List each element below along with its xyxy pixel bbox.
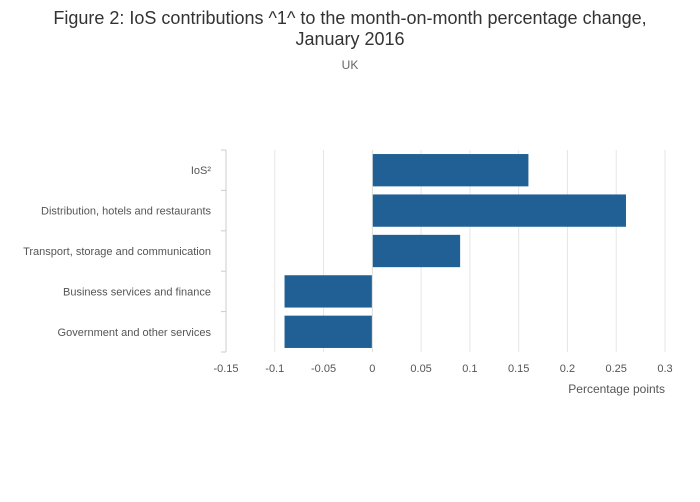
x-tick-label: 0.2 — [560, 363, 575, 375]
bar — [372, 194, 626, 227]
chart-subtitle: UK — [342, 58, 359, 72]
bar — [372, 234, 461, 268]
bars — [284, 154, 626, 348]
x-tick-label: 0.15 — [508, 363, 529, 375]
bar — [284, 315, 373, 348]
bar — [284, 275, 373, 308]
category-labels: IoS² Distribution, hotels and restaurants… — [23, 165, 211, 339]
x-tick-label: 0.25 — [606, 363, 627, 375]
category-label: IoS² — [191, 165, 212, 177]
x-tick-label: 0.1 — [462, 363, 477, 375]
x-tick-label: -0.05 — [311, 363, 336, 375]
chart-title-line-2: January 2016 — [295, 29, 404, 49]
chart-title-line-1: Figure 2: IoS contributions ^1^ to the m… — [53, 8, 646, 28]
x-tick-label: 0.3 — [657, 363, 672, 375]
category-label: Transport, storage and communication — [23, 246, 211, 258]
axes — [221, 149, 373, 353]
bar — [372, 154, 529, 187]
x-tick-labels: -0.15 -0.1 -0.05 0 0.05 0.1 0.15 0.2 0.25 0.3 — [213, 363, 672, 375]
category-label: Business services and finance — [63, 286, 211, 298]
x-tick-label: 0.05 — [410, 363, 431, 375]
x-tick-label: -0.1 — [265, 363, 284, 375]
category-label: Government and other services — [58, 327, 212, 339]
x-tick-label: 0 — [369, 363, 375, 375]
x-tick-label: -0.15 — [213, 363, 238, 375]
x-axis-title: Percentage points — [568, 382, 665, 396]
category-label: Distribution, hotels and restaurants — [41, 206, 211, 218]
